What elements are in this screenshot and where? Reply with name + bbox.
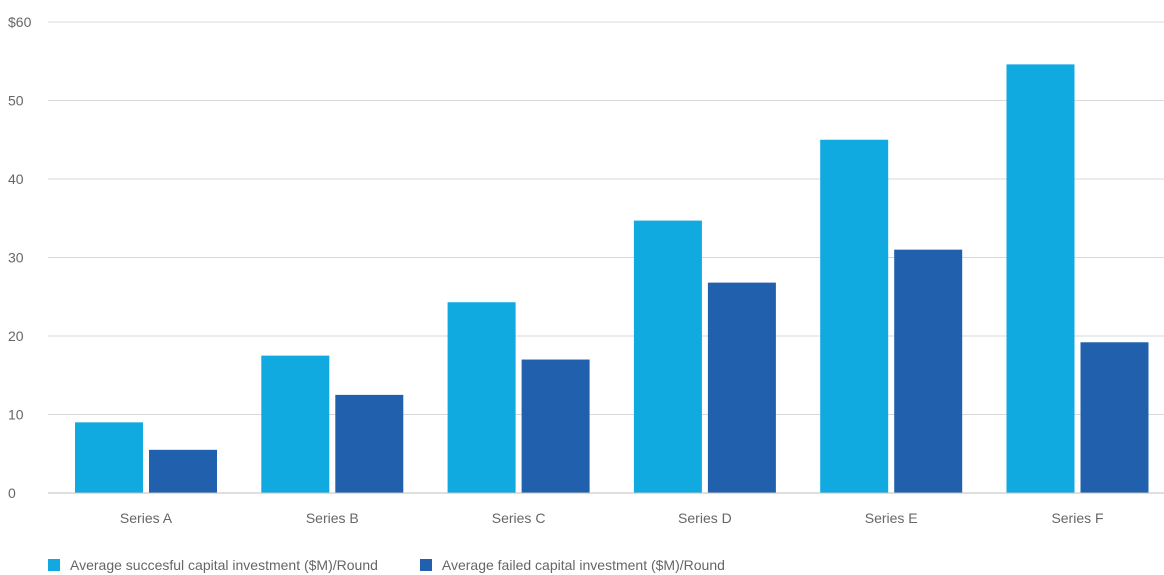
legend-swatch-successful xyxy=(48,559,60,571)
x-tick-label: Series F xyxy=(1051,510,1103,526)
y-axis-ticks: 0 10 20 30 40 50 $60 xyxy=(8,14,32,501)
bar-failed xyxy=(1080,342,1149,493)
x-axis-ticks: Series A Series B Series C Series D Series E… xyxy=(120,510,1104,526)
bar-failed xyxy=(707,282,776,493)
bar-successful xyxy=(633,220,702,494)
x-tick-label: Series A xyxy=(120,510,173,526)
legend-item-successful: Average succesful capital investment ($M… xyxy=(48,557,378,573)
bar-failed xyxy=(521,359,590,493)
y-tick-label: 10 xyxy=(8,407,24,423)
bar-successful xyxy=(820,139,889,493)
y-tick-label: 40 xyxy=(8,171,24,187)
legend-label-failed: Average failed capital investment ($M)/R… xyxy=(441,557,725,573)
bars xyxy=(75,64,1149,494)
bar-successful xyxy=(1006,64,1075,493)
bar-successful xyxy=(261,355,330,493)
bar-failed xyxy=(149,449,217,493)
x-tick-label: Series C xyxy=(492,510,546,526)
x-tick-label: Series D xyxy=(678,510,732,526)
bar-successful xyxy=(447,302,516,493)
bar-successful xyxy=(75,422,143,493)
y-tick-label: $60 xyxy=(8,14,32,30)
x-tick-label: Series E xyxy=(865,510,918,526)
bar-failed xyxy=(894,249,963,493)
x-tick-label: Series B xyxy=(306,510,359,526)
legend-item-failed: Average failed capital investment ($M)/R… xyxy=(419,557,725,573)
y-tick-label: 20 xyxy=(8,328,24,344)
y-tick-label: 0 xyxy=(8,485,16,501)
y-tick-label: 50 xyxy=(8,93,24,109)
legend-label-successful: Average succesful capital investment ($M… xyxy=(70,557,378,573)
legend-swatch-failed xyxy=(419,559,432,571)
gridlines xyxy=(48,21,1164,415)
y-tick-label: 30 xyxy=(8,250,24,266)
legend: Average succesful capital investment ($M… xyxy=(48,557,725,573)
bar-failed xyxy=(335,394,404,493)
